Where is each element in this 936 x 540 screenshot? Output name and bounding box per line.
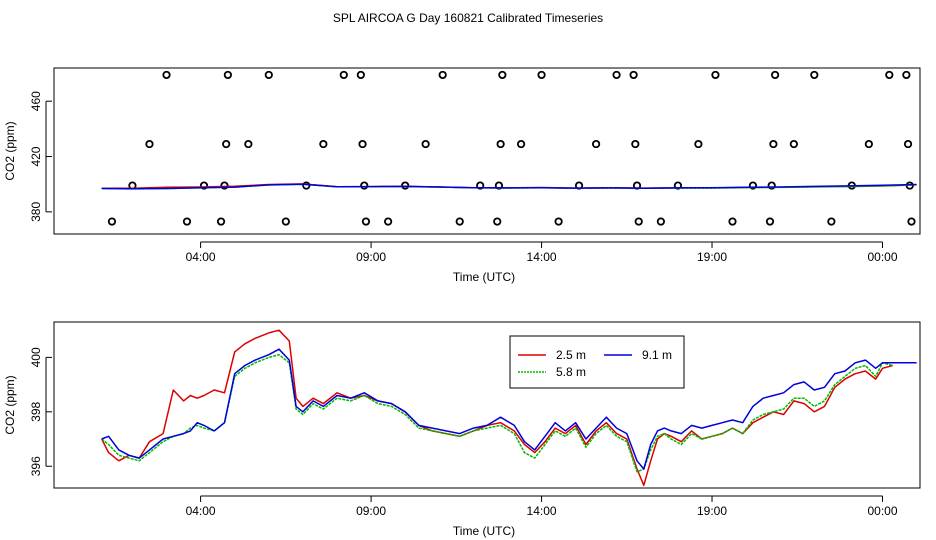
panel2-series-lines: [101, 329, 917, 487]
calibration-point: [145, 139, 154, 149]
calibration-point: [384, 217, 393, 226]
x-tick-label: 19:00: [697, 504, 727, 518]
legend-label-9.1m: 9.1 m: [642, 348, 672, 362]
calibration-point: [728, 217, 737, 226]
x-tick-label: 19:00: [697, 250, 727, 264]
calibration-point: [496, 139, 505, 149]
calibration-point: [769, 139, 778, 149]
calibration-point: [244, 139, 253, 149]
panel2-series-5.8m: [101, 353, 893, 473]
calibration-point: [494, 181, 504, 190]
legend: 2.5 m 9.1 m 5.8 m: [509, 335, 685, 389]
calibration-point: [223, 70, 232, 80]
calibration-point: [903, 139, 913, 149]
calibration-point: [361, 217, 371, 226]
x-tick-label: 04:00: [186, 504, 216, 518]
panel1-axes: 04:00 09:00 14:00 19:00 00:00 380 420 460: [29, 91, 898, 264]
y-tick-label: 396: [29, 456, 43, 476]
panel2-series-9.1m: [101, 348, 917, 470]
y-tick-label: 398: [29, 401, 43, 421]
calibration-point: [789, 139, 798, 149]
panel-frame: [53, 67, 921, 235]
calibration-point: [694, 139, 703, 149]
x-tick-label: 00:00: [867, 504, 897, 518]
calibration-point: [907, 217, 916, 226]
calibration-point: [770, 70, 780, 80]
legend-label-5.8m: 5.8 m: [556, 365, 586, 379]
calibration-point: [810, 70, 819, 80]
calibration-point: [493, 217, 502, 226]
x-axis-label: Time (UTC): [453, 524, 515, 538]
panel2-series-2.5m: [101, 329, 893, 487]
y-tick-label: 460: [29, 91, 43, 111]
calibration-point: [634, 217, 643, 226]
x-axis-label: Time (UTC): [453, 270, 515, 284]
calibration-point: [319, 139, 328, 149]
calibration-point: [401, 181, 410, 190]
y-tick-label: 420: [29, 146, 43, 166]
y-axis-label: CO2 (ppm): [3, 121, 17, 180]
calibration-point: [476, 181, 485, 190]
calibration-point: [455, 217, 464, 226]
calibration-points: [107, 70, 916, 226]
calibration-point: [356, 70, 365, 80]
calibration-point: [827, 217, 836, 226]
calibration-point: [631, 139, 640, 149]
y-tick-label: 400: [29, 347, 43, 367]
panel2-axes: 04:00 09:00 14:00 19:00 00:00 396 398 400: [29, 347, 898, 518]
calibration-point: [629, 70, 638, 80]
calibration-point: [767, 181, 776, 190]
figure-title: SPL AIRCOA G Day 160821 Calibrated Times…: [333, 11, 603, 25]
calibration-point: [612, 70, 621, 80]
legend-box: [509, 335, 685, 389]
co2-timeseries-panel: 04:00 09:00 14:00 19:00 00:00 396 398 400 Time …: [3, 321, 921, 538]
panel1-series-9.1m: [101, 183, 917, 190]
calibration-panel: 04:00 09:00 14:00 19:00 00:00 380 420 460 Time …: [3, 67, 921, 284]
calibration-point: [107, 217, 117, 226]
calibration-point: [162, 70, 171, 80]
calibration-point: [498, 70, 507, 80]
calibration-point: [360, 181, 369, 190]
calibration-point: [302, 181, 311, 190]
calibration-point: [264, 70, 273, 80]
calibration-point: [216, 217, 226, 226]
x-tick-label: 14:00: [527, 504, 557, 518]
calibration-point: [592, 139, 601, 149]
calibration-point: [421, 139, 430, 149]
calibration-point: [885, 70, 894, 80]
x-tick-label: 00:00: [867, 250, 897, 264]
calibration-point: [656, 217, 665, 226]
calibration-point: [748, 181, 758, 190]
calibration-point: [199, 181, 209, 190]
calibration-point: [281, 217, 290, 226]
y-tick-label: 380: [29, 202, 43, 222]
calibration-point: [339, 70, 348, 80]
calibration-point: [220, 181, 229, 190]
calibration-point: [222, 139, 231, 149]
calibration-point: [864, 139, 873, 149]
panel-frame: [53, 321, 921, 489]
calibration-point: [902, 70, 911, 80]
x-tick-label: 14:00: [527, 250, 557, 264]
calibration-point: [438, 70, 447, 80]
calibration-point: [554, 217, 563, 226]
calibration-point: [516, 139, 526, 149]
y-axis-label: CO2 (ppm): [3, 375, 17, 434]
calibration-point: [358, 139, 367, 149]
panel1-series-lines: [101, 183, 917, 190]
x-tick-label: 09:00: [356, 250, 386, 264]
x-tick-label: 09:00: [356, 504, 386, 518]
legend-label-2.5m: 2.5 m: [556, 348, 586, 362]
calibration-point: [765, 217, 775, 226]
calibration-point: [182, 217, 192, 226]
x-tick-label: 04:00: [186, 250, 216, 264]
calibration-point: [711, 70, 720, 80]
calibration-point: [537, 70, 546, 80]
